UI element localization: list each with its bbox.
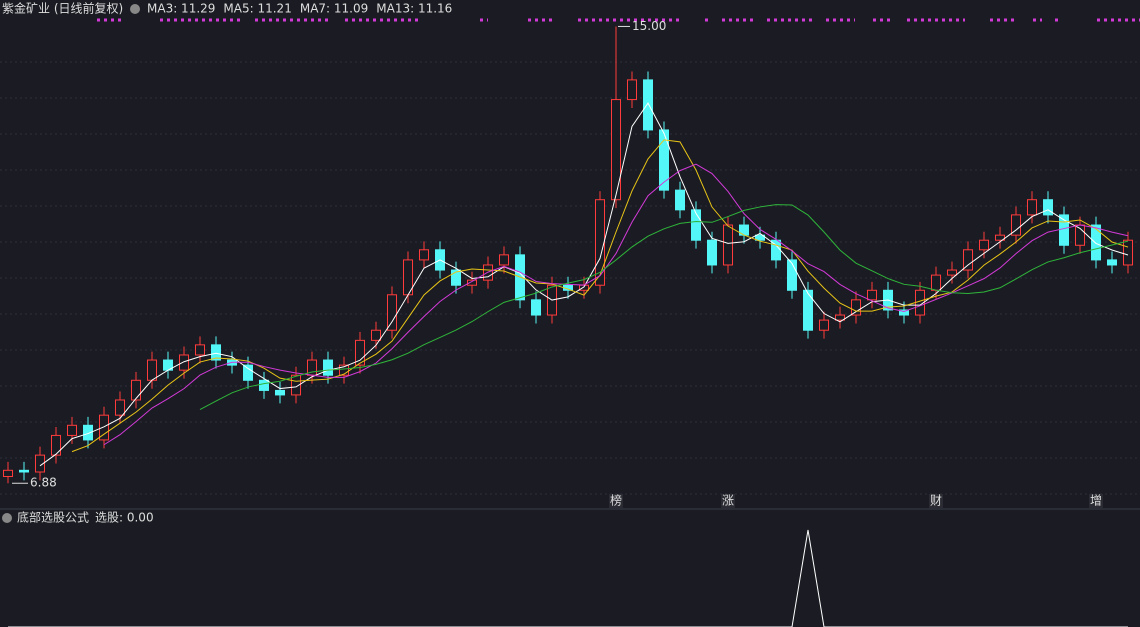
candle-body bbox=[1011, 214, 1021, 236]
event-badge bbox=[721, 494, 735, 508]
candle-body bbox=[659, 129, 669, 191]
candle-body bbox=[899, 309, 909, 316]
candle-body bbox=[275, 389, 285, 396]
ma-label: MA7: 11.09 bbox=[300, 2, 368, 16]
candle-body bbox=[835, 314, 845, 321]
candle-body bbox=[627, 79, 637, 101]
event-label: 增 bbox=[1090, 494, 1102, 508]
candle-body bbox=[339, 364, 349, 376]
candle-body bbox=[19, 469, 29, 473]
candle-body bbox=[1123, 239, 1133, 266]
candle-body bbox=[803, 289, 813, 331]
ma-label: MA3: 11.29 bbox=[147, 2, 215, 16]
indicator-label: 选股: 0.00 bbox=[95, 511, 154, 525]
grid bbox=[0, 61, 1140, 495]
candle-body bbox=[931, 274, 941, 291]
ma-label: MA5: 11.21 bbox=[223, 2, 291, 16]
candle-body bbox=[3, 469, 13, 477]
indicator-title: 底部选股公式 bbox=[17, 510, 89, 525]
max-label: 15.00 bbox=[632, 19, 666, 33]
candle-body bbox=[99, 414, 109, 441]
candle-body bbox=[387, 294, 397, 331]
ma-line bbox=[103, 163, 1129, 446]
candle-body bbox=[323, 359, 333, 376]
candle-body bbox=[83, 424, 93, 441]
candle-body bbox=[259, 379, 269, 391]
chart-title: 紫金矿业 (日线前复权) bbox=[2, 1, 123, 16]
candle-body bbox=[1027, 199, 1037, 216]
candle-body bbox=[643, 79, 653, 131]
menu-icon[interactable] bbox=[130, 4, 140, 14]
ma-line bbox=[199, 204, 1129, 410]
candle-body bbox=[531, 299, 541, 316]
candle-body bbox=[611, 99, 621, 201]
candle-body bbox=[131, 379, 141, 401]
event-badge bbox=[929, 494, 943, 508]
candle-body bbox=[723, 224, 733, 266]
candle-body bbox=[147, 359, 157, 381]
candle-body bbox=[851, 299, 861, 316]
candle-body bbox=[35, 454, 45, 473]
candle-body bbox=[291, 374, 301, 396]
candle-body bbox=[1043, 199, 1053, 216]
candle-body bbox=[787, 259, 797, 291]
candle-body bbox=[211, 344, 221, 361]
candle-body bbox=[1091, 224, 1101, 261]
event-label: 涨 bbox=[722, 493, 734, 508]
candle-body bbox=[755, 234, 765, 241]
min-label: 6.88 bbox=[30, 476, 57, 490]
event-label: 财 bbox=[930, 494, 942, 508]
candle-body bbox=[195, 344, 205, 356]
candle-body bbox=[179, 354, 189, 371]
candle-body bbox=[371, 329, 381, 341]
candle-body bbox=[467, 279, 477, 286]
candle-body bbox=[419, 249, 429, 261]
candle-body bbox=[499, 254, 509, 266]
candle-body bbox=[1107, 259, 1117, 266]
candle-body bbox=[355, 339, 365, 366]
candle-body bbox=[675, 189, 685, 211]
candle-body bbox=[691, 209, 701, 241]
candle-body bbox=[947, 269, 957, 276]
candle-body bbox=[995, 234, 1005, 241]
candle-body bbox=[51, 434, 61, 456]
candle-body bbox=[115, 399, 125, 416]
ma-label: MA13: 11.16 bbox=[376, 2, 452, 16]
menu-icon[interactable] bbox=[2, 513, 12, 523]
candle-body bbox=[819, 319, 829, 331]
ma-line bbox=[39, 102, 1129, 467]
candle-body bbox=[243, 364, 253, 381]
candle-body bbox=[963, 249, 973, 271]
candle-body bbox=[867, 289, 877, 301]
candle-body bbox=[67, 424, 77, 436]
event-badge bbox=[609, 494, 623, 508]
candle-body bbox=[451, 269, 461, 286]
candle-body bbox=[1059, 214, 1069, 246]
event-badge bbox=[1089, 494, 1103, 508]
candle-body bbox=[707, 239, 717, 266]
event-label: 榜 bbox=[610, 493, 622, 508]
candle-body bbox=[979, 239, 989, 251]
